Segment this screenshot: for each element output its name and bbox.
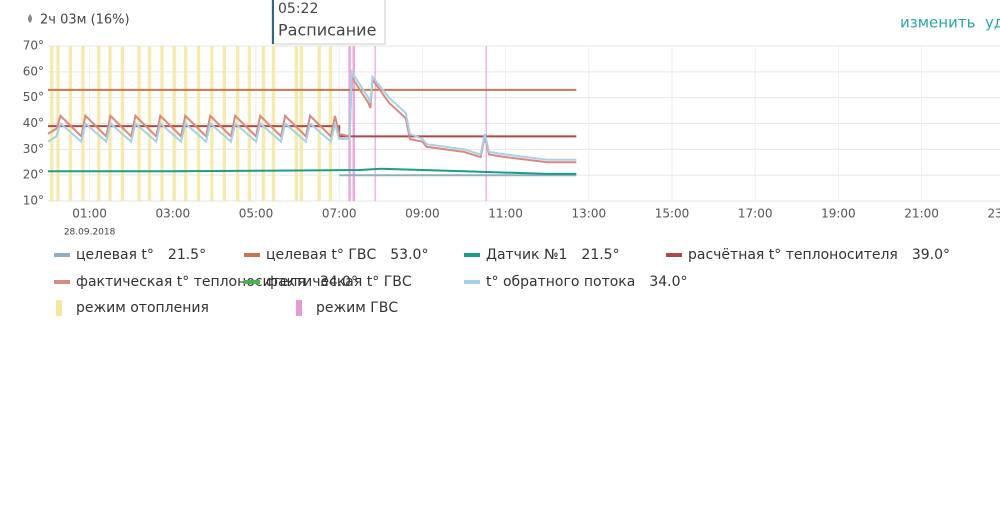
heating_mode-band [236,46,240,201]
x-tick-label: 07:00 [322,207,357,221]
hw_mode-band [485,46,487,201]
x-tick-label: 19:00 [821,207,856,221]
heating_mode-band [196,46,201,201]
hw_mode-band [352,46,356,201]
x-tick-label: 11:00 [488,207,523,221]
legend-swatch [56,300,62,316]
series-line [47,68,577,161]
heating_mode-band [120,46,125,201]
y-tick-label: 30° [23,142,44,156]
legend-current: 34.0° [649,274,687,290]
y-tick-label: 60° [23,64,44,78]
legend-label: целевая t° ГВС [266,247,376,263]
edit-link[interactable]: изменить [900,14,975,32]
legend-label: расчётная t° теплоносителя [688,247,898,263]
tooltip: 05:22 Расписание [271,0,386,45]
x-tick-label: 15:00 [655,207,690,221]
heating_mode-band [97,46,101,201]
flame-icon [28,14,32,23]
series-line [47,73,577,164]
legend-label: режим ГВС [316,300,398,316]
x-tick-label: 17:00 [738,207,773,221]
y-tick-label: 20° [23,168,44,182]
x-tick-label: 09:00 [405,207,440,221]
heating_mode-band [247,46,252,201]
legend-current: 39.0° [912,247,950,263]
y-tick-label: 40° [23,116,44,130]
legend-label: t° обратного потока [486,274,635,290]
x-tick-label: 03:00 [156,207,191,221]
legend-label: Датчик №1 [486,247,567,263]
legend-label: режим отопления [76,300,209,316]
y-tick-label: 70° [23,39,44,53]
heating_mode-band [210,46,214,201]
legend-current: 53.0° [390,247,428,263]
heating_mode-band [271,46,276,201]
heating_mode-band [328,46,333,201]
legend-label: фактическая t° теплоносителя [76,274,306,290]
legend-current: 34.0° [320,274,358,290]
series-line [48,167,577,175]
legend-current: 21.5° [581,247,619,263]
x-tick-label: 23:00 [988,207,1000,221]
delete-link[interactable]: уд [985,14,1000,32]
plot: 10° 20° 30° 40° 50° 60° 70° 01:00 03:00 05:00 07:0… [23,39,1000,316]
heating_mode-band [261,46,266,201]
hw_mode-band [374,46,376,201]
heating_mode-band [68,46,73,201]
legend-swatch [296,300,302,316]
tooltip-time: 05:22 [278,1,318,17]
heating_mode-band [147,46,152,201]
heating_mode-band [50,46,54,201]
heating_mode-band [172,46,177,201]
x-tick-label: 13:00 [572,207,607,221]
x-tick-label: 01:00 [72,207,107,221]
heating_mode-band [222,46,227,201]
y-tick-label: 10° [23,194,44,208]
heating_mode-band [160,46,164,201]
heating_mode-band [299,46,304,201]
legend-current: 21.5° [168,247,206,263]
date-label: 28.09.2018 [64,228,116,238]
y-tick-label: 50° [23,90,44,104]
legend-label: фактическая t° ГВС [266,274,412,290]
legend-label: целевая t° [76,247,154,263]
heating_mode-band [137,46,141,201]
x-tick-label: 21:00 [904,207,939,221]
tooltip-label: Расписание [278,21,376,40]
heating_mode-band [294,46,299,201]
runtime: 2ч 03м (16%) [40,13,130,28]
x-tick-label: 05:00 [239,207,274,221]
